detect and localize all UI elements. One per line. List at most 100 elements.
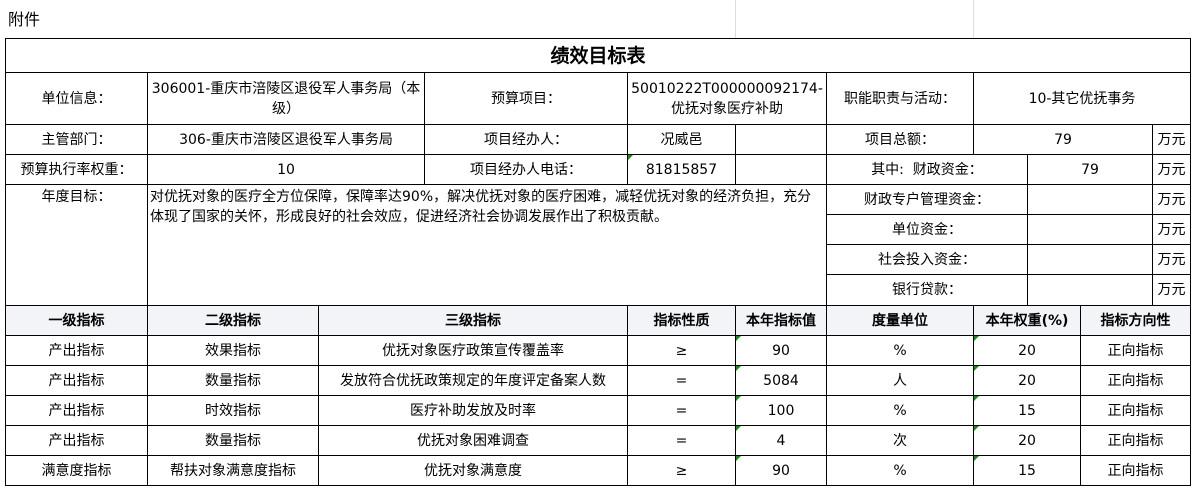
goal-text: 对优抚对象的医疗全方位保障，保障率达90%，解决优抚对象的医疗困难，减轻优抚对象… xyxy=(147,184,827,306)
cell-text: 20 xyxy=(1018,342,1036,359)
cell-nature: ≥ xyxy=(627,335,736,366)
cell-text: % xyxy=(893,402,907,419)
cell-text: 优抚对象医疗政策宣传覆盖率 xyxy=(382,342,564,359)
cell-text: 产出指标 xyxy=(48,342,105,359)
cell-text: 人 xyxy=(893,372,907,389)
manager-value: 况威邑 xyxy=(627,124,736,155)
manager-label: 项目经办人： xyxy=(424,124,628,155)
unit-wan: 万元 xyxy=(1152,124,1191,155)
cell-text: 数量指标 xyxy=(205,432,261,449)
total-value: 79 xyxy=(973,124,1153,155)
cell-text: 数量指标 xyxy=(205,372,261,389)
cell-text: 5084 xyxy=(763,372,799,389)
header-text: 一级指标 xyxy=(48,312,105,329)
cell-target-value: 5084 xyxy=(735,365,827,396)
cell-text: = xyxy=(675,402,688,419)
cell-text: 15 xyxy=(1018,402,1036,419)
cell-text: 帮扶对象满意度指标 xyxy=(170,462,296,479)
cell-measure-unit: % xyxy=(826,455,974,486)
cell-text: 100 xyxy=(767,402,795,419)
bank-loan-label: 银行贷款： xyxy=(826,274,1028,306)
cell-level1: 满意度指标 xyxy=(5,455,148,486)
empty-cell xyxy=(735,124,827,155)
comment-marker-icon xyxy=(974,456,979,461)
header-text: 本年权重(%) xyxy=(985,312,1069,329)
comment-marker-icon xyxy=(736,336,741,341)
cell-level1: 产出指标 xyxy=(5,365,148,396)
cell-level1: 产出指标 xyxy=(5,395,148,426)
cell-text: 产出指标 xyxy=(48,402,105,419)
function-value: 10-其它优抚事务 xyxy=(973,72,1191,125)
comment-marker-icon xyxy=(736,396,741,401)
cell-weight: 20 xyxy=(973,425,1081,456)
comment-marker-icon xyxy=(736,456,741,461)
header-weight: 本年权重(%) xyxy=(973,305,1081,336)
cell-text: 正向指标 xyxy=(1107,402,1164,419)
gridline xyxy=(973,0,974,38)
attachment-label: 附件 xyxy=(8,10,41,29)
header-level1: 一级指标 xyxy=(5,305,148,336)
header-nature: 指标性质 xyxy=(627,305,736,336)
cell-text: = xyxy=(675,372,688,389)
cell-text: ≥ xyxy=(675,462,688,479)
cell-text: 发放符合优抚政策规定的年度评定备案人数 xyxy=(340,372,606,389)
cell-direction: 正向指标 xyxy=(1080,425,1191,456)
cell-target-value: 90 xyxy=(735,455,827,486)
cell-text: 时效指标 xyxy=(205,402,261,419)
cell-target-value: 4 xyxy=(735,425,827,456)
own-fund-label: 单位资金： xyxy=(826,214,1028,245)
cell-direction: 正向指标 xyxy=(1080,455,1191,486)
cell-weight: 20 xyxy=(973,365,1081,396)
header-level3: 三级指标 xyxy=(318,305,628,336)
gridline xyxy=(735,0,736,38)
special-fund-label: 财政专户管理资金： xyxy=(826,184,1028,215)
unit-wan: 万元 xyxy=(1152,274,1191,306)
cell-text: 20 xyxy=(1018,372,1036,389)
function-label: 职能职责与活动： xyxy=(826,72,974,125)
page-title: 绩效目标表 xyxy=(5,38,1191,73)
cell-level1: 产出指标 xyxy=(5,335,148,366)
header-measure-unit: 度量单位 xyxy=(826,305,974,336)
cell-level3: 发放符合优抚政策规定的年度评定备案人数 xyxy=(318,365,628,396)
cell-text: 产出指标 xyxy=(48,432,105,449)
cell-weight: 15 xyxy=(973,395,1081,426)
header-text: 二级指标 xyxy=(205,312,261,329)
cell-text: 正向指标 xyxy=(1107,432,1164,449)
fiscal-value: 79 xyxy=(1027,154,1153,185)
cell-text: 次 xyxy=(893,432,907,449)
comment-marker-icon xyxy=(974,396,979,401)
cell-text: 4 xyxy=(776,432,786,449)
cell-level3: 优抚对象困难调查 xyxy=(318,425,628,456)
cell-level2: 数量指标 xyxy=(147,425,319,456)
cell-nature: = xyxy=(627,395,736,426)
cell-text: 效果指标 xyxy=(205,342,261,359)
header-level2: 二级指标 xyxy=(147,305,319,336)
header-text: 指标方向性 xyxy=(1100,312,1171,329)
unit-value: 306001-重庆市涪陵区退役军人事务局（本级） xyxy=(147,72,425,125)
cell-text: 正向指标 xyxy=(1107,342,1164,359)
budget-item-value: 50010222T000000092174-优抚对象医疗补助 xyxy=(627,72,827,125)
empty-cell xyxy=(735,154,827,185)
unit-wan: 万元 xyxy=(1152,244,1191,275)
cell-level3: 医疗补助发放及时率 xyxy=(318,395,628,426)
cell-target-value: 90 xyxy=(735,335,827,366)
comment-marker-icon xyxy=(974,366,979,371)
exec-weight-value: 10 xyxy=(147,154,425,185)
cell-nature: ≥ xyxy=(627,455,736,486)
cell-direction: 正向指标 xyxy=(1080,395,1191,426)
goal-label: 年度目标： xyxy=(5,184,148,306)
cell-measure-unit: 人 xyxy=(826,365,974,396)
social-fund-label: 社会投入资金： xyxy=(826,244,1028,275)
header-direction: 指标方向性 xyxy=(1080,305,1191,336)
phone-label: 项目经办人电话： xyxy=(424,154,628,185)
budget-item-label: 预算项目： xyxy=(424,72,628,125)
header-target-value: 本年指标值 xyxy=(735,305,827,336)
cell-level2: 数量指标 xyxy=(147,365,319,396)
cell-text: 满意度指标 xyxy=(41,462,112,479)
dept-value: 306-重庆市涪陵区退役军人事务局 xyxy=(147,124,425,155)
unit-wan: 万元 xyxy=(1152,184,1191,215)
cell-target-value: 100 xyxy=(735,395,827,426)
cell-text: 正向指标 xyxy=(1107,372,1164,389)
unit-label: 单位信息： xyxy=(5,72,148,125)
comment-marker-icon xyxy=(736,366,741,371)
